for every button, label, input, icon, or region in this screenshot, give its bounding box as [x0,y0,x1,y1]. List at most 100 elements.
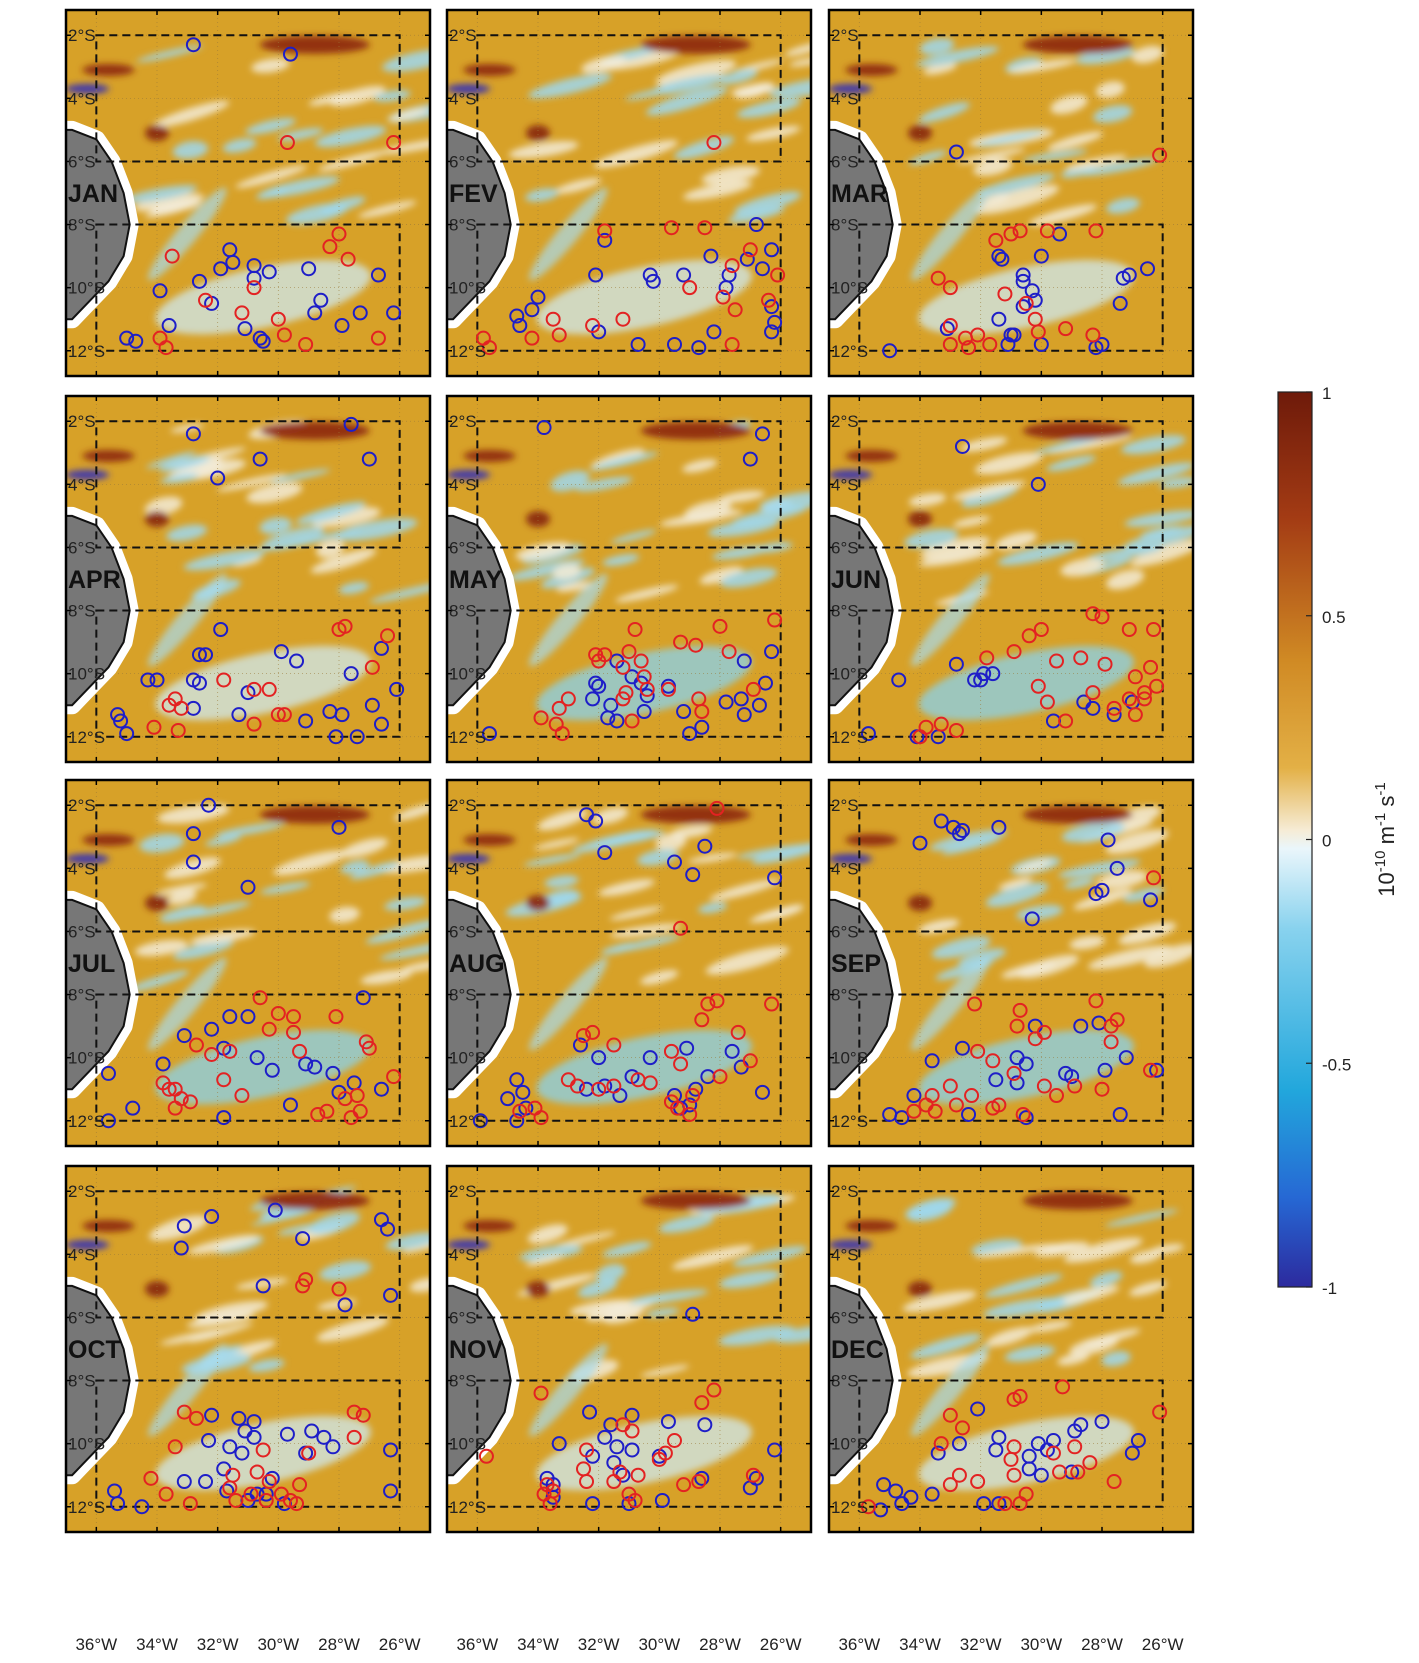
negative-eddy-marker [383,1483,399,1499]
positive-eddy-marker [261,681,277,697]
negative-eddy-marker [591,1050,607,1066]
positive-eddy-marker [386,1069,402,1085]
negative-eddy-marker [682,726,698,742]
positive-eddy-marker [542,1496,558,1512]
negative-eddy-marker [660,1414,676,1430]
positive-eddy-marker [942,1078,958,1094]
negative-eddy-marker [307,305,323,321]
negative-eddy-marker [764,242,780,258]
panel-sep: SEP 2°S 4°S 6°S 8°S 10°S 12°S [827,778,1195,1148]
x-tick-label: 32°W [960,1635,1002,1654]
positive-eddy-marker [331,1281,347,1297]
negative-eddy-marker [767,870,783,886]
positive-eddy-marker [673,920,689,936]
positive-eddy-marker [985,1053,1001,1069]
positive-eddy-marker [286,1024,301,1040]
positive-eddy-marker [551,700,567,716]
negative-eddy-marker [237,321,253,337]
negative-eddy-marker [703,248,719,264]
negative-eddy-marker [267,1202,283,1218]
field-apr [66,396,430,762]
positive-eddy-marker [225,1467,241,1483]
negative-eddy-marker [939,321,955,337]
negative-eddy-marker [316,1429,332,1445]
negative-eddy-marker [991,819,1007,835]
positive-eddy-marker [606,1474,622,1490]
negative-eddy-marker [173,1240,189,1256]
negative-eddy-marker [742,451,758,467]
region-box-south [476,223,782,352]
month-label: DEC [831,1336,884,1364]
positive-eddy-marker [1143,659,1159,675]
positive-eddy-marker [624,713,640,729]
positive-eddy-marker [270,311,286,327]
month-label: JUL [68,950,115,978]
negative-eddy-marker [216,1110,232,1126]
colorbar: 1 0.5 0 -0.5 -1 10-10 m-1 s-1 [1277,384,1399,1298]
negative-eddy-marker [754,1084,770,1100]
positive-eddy-marker [685,1088,701,1104]
positive-eddy-marker [651,1451,667,1467]
positive-eddy-marker [1012,1496,1028,1512]
x-tick-label: 32°W [578,1635,620,1654]
positive-eddy-marker [286,1009,301,1025]
field-may [447,396,811,762]
y-tick-label: 8°S [831,986,859,1005]
field-jul [66,780,430,1146]
y-tick-label: 8°S [831,216,859,235]
positive-eddy-marker [576,1028,591,1044]
negative-eddy-marker [948,656,964,672]
y-tick-label: 12°S [68,342,105,361]
region-box-north [858,420,1164,549]
negative-eddy-marker [718,694,734,710]
y-tick-label: 10°S [449,1049,486,1068]
positive-eddy-marker [682,1106,698,1122]
negative-eddy-marker [891,672,907,688]
negative-eddy-marker [1024,911,1040,927]
positive-eddy-marker [1036,1078,1052,1094]
positive-eddy-marker [982,336,998,352]
positive-eddy-marker [670,1100,686,1116]
panel-jun: JUN 2°S 4°S 6°S 8°S 10°S 12°S [827,394,1195,764]
positive-eddy-marker [276,707,292,723]
positive-eddy-marker [912,729,928,745]
positive-eddy-marker [706,135,722,151]
negative-eddy-marker [991,1429,1007,1445]
positive-eddy-marker [585,1024,601,1040]
negative-eddy-marker [751,697,767,713]
colorbar-tick-label: 0.5 [1322,608,1346,627]
field-streaks [66,803,430,1105]
x-tick-label: 26°W [760,1635,802,1654]
negative-eddy-marker [295,1231,311,1247]
negative-eddy-marker [624,1442,640,1458]
negative-eddy-marker [676,704,692,720]
positive-eddy-marker [694,1012,710,1028]
y-tick-label: 6°S [449,922,477,941]
panel-mar: MAR 2°S 4°S 6°S 8°S 10°S 12°S [827,8,1195,378]
negative-eddy-marker [264,1470,280,1486]
negative-eddy-marker [1015,273,1031,289]
positive-eddy-marker [539,1477,555,1493]
negative-eddy-marker [754,426,770,442]
y-tick-label: 4°S [831,859,859,878]
panel-apr: APR 2°S 4°S 6°S 8°S 10°S 12°S [64,394,432,764]
negative-eddy-marker [572,1037,588,1053]
negative-eddy-marker [685,867,701,883]
negative-eddy-marker [758,675,773,691]
positive-eddy-marker [745,681,761,697]
negative-eddy-marker [930,1445,946,1461]
positive-eddy-marker [545,311,561,327]
region-box-south [95,993,401,1122]
positive-eddy-marker [1127,669,1143,685]
positive-eddy-marker [198,292,214,308]
field-streaks [66,420,430,721]
negative-eddy-marker [1094,336,1110,352]
negative-eddy-marker [509,1113,525,1129]
month-label: AUG [449,950,505,978]
negative-eddy-marker [185,826,201,842]
y-tick-label: 2°S [831,412,859,431]
y-tick-label: 8°S [449,1372,477,1391]
x-tick-label: 28°W [1081,1635,1123,1654]
negative-eddy-marker [234,1445,250,1461]
